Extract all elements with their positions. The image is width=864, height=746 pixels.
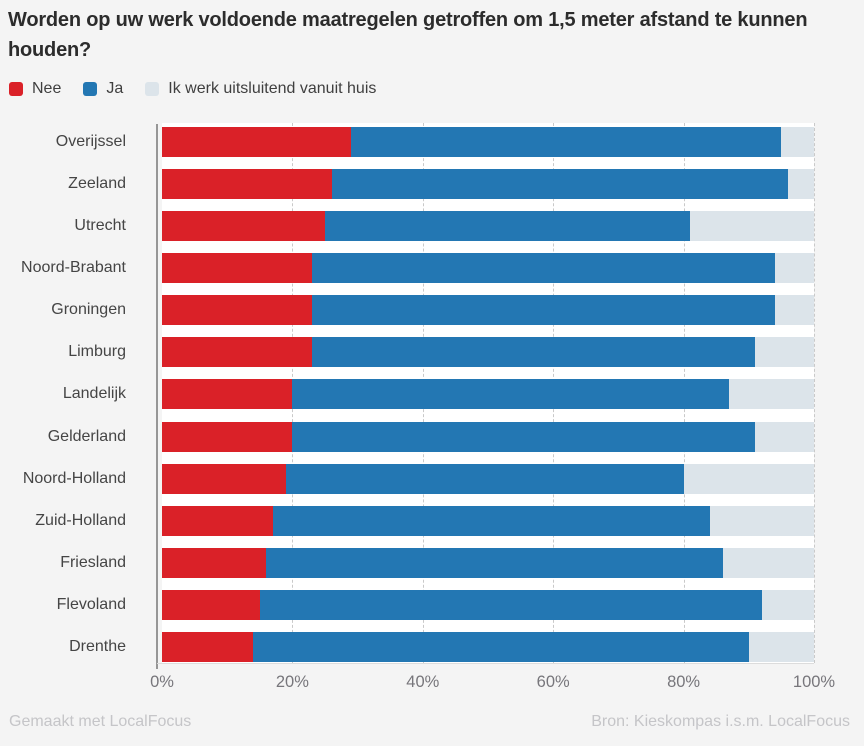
bar-segment-huis: [755, 337, 814, 368]
bar-row-flevoland: [162, 589, 814, 620]
bar-row-drenthe: [162, 631, 814, 662]
x-axis: 0% 20% 40% 60% 80% 100%: [150, 673, 835, 693]
bar-segment-huis: [690, 211, 814, 242]
bar-segment-nee: [162, 631, 254, 662]
bar-segment-huis: [755, 421, 814, 452]
bar-segment-nee: [162, 421, 293, 452]
bar-segment-ja: [311, 295, 775, 326]
bar-segment-nee: [162, 547, 267, 578]
bar-segment-huis: [774, 253, 814, 284]
category-label: Landelijk: [62, 385, 126, 403]
bar-segment-nee: [162, 127, 352, 157]
bar-row-landelijk: [162, 379, 814, 410]
bar-segment-huis: [774, 295, 814, 326]
bar-segment-huis: [787, 169, 814, 200]
bar-segment-nee: [162, 253, 312, 284]
bar-segment-nee: [162, 463, 286, 494]
bar-segment-huis: [729, 379, 814, 410]
bar-rows: [162, 127, 814, 662]
bar-segment-ja: [259, 589, 762, 620]
bar-segment-nee: [162, 169, 332, 200]
bar-segment-huis: [709, 505, 814, 536]
bar-segment-huis: [748, 631, 814, 662]
bar-row-utrecht: [162, 211, 814, 242]
legend-swatch-nee: [9, 82, 23, 96]
category-label: Gelderland: [47, 427, 126, 445]
bar-segment-nee: [162, 295, 312, 326]
x-axis-tick-label: 60%: [536, 673, 570, 691]
chart-title: Worden op uw werk voldoende maatregelen …: [8, 9, 808, 61]
bar-row-gelderland: [162, 421, 814, 452]
bar-segment-ja: [266, 547, 723, 578]
bar-segment-nee: [162, 379, 293, 410]
category-label: Utrecht: [74, 217, 126, 235]
bar-row-friesland: [162, 547, 814, 578]
bar-segment-ja: [311, 253, 775, 284]
bar-row-overijssel: [162, 127, 814, 157]
legend-label: Ja: [106, 80, 124, 97]
x-axis-tick-label: 0%: [150, 673, 174, 691]
category-label: Zuid-Holland: [35, 511, 126, 529]
bar-row-groningen: [162, 295, 814, 326]
bar-segment-ja: [253, 631, 749, 662]
bar-row-zeeland: [162, 169, 814, 200]
gridline-100: [814, 123, 815, 663]
footer-source: Bron: Kieskompas i.s.m. LocalFocus: [591, 713, 850, 730]
bar-segment-nee: [162, 211, 325, 242]
category-label: Limburg: [68, 343, 126, 361]
category-label: Flevoland: [56, 595, 126, 613]
y-axis-line: [156, 124, 158, 669]
bar-segment-huis: [683, 463, 814, 494]
legend-swatch-huis: [145, 82, 160, 96]
bar-row-noord-brabant: [162, 253, 814, 284]
bar-segment-nee: [162, 589, 260, 620]
category-label: Overijssel: [55, 133, 126, 150]
bar-segment-ja: [292, 379, 730, 410]
category-label: Zeeland: [68, 175, 126, 193]
bar-segment-nee: [162, 337, 312, 368]
x-axis-tick-label: 40%: [406, 673, 440, 691]
bar-segment-huis: [761, 589, 814, 620]
bar-segment-ja: [292, 421, 756, 452]
bar-row-zuid-holland: [162, 505, 814, 536]
bar-row-limburg: [162, 337, 814, 368]
legend-label: Ik werk uitsluitend vanuit huis: [168, 80, 377, 97]
bar-segment-huis: [722, 547, 814, 578]
category-label: Noord-Brabant: [21, 259, 126, 277]
category-axis: Overijssel Zeeland Utrecht Noord-Brabant Gro…: [0, 127, 126, 662]
footer-credit: Gemaakt met LocalFocus: [9, 713, 192, 730]
bar-segment-huis: [781, 127, 814, 157]
bar-segment-ja: [331, 169, 788, 200]
x-axis-tick-label: 100%: [792, 673, 836, 691]
bar-segment-ja: [325, 211, 691, 242]
x-axis-tick-label: 80%: [667, 673, 701, 691]
category-label: Drenthe: [69, 637, 126, 655]
bar-segment-ja: [311, 337, 756, 368]
category-label: Noord-Holland: [22, 469, 126, 487]
bar-segment-nee: [162, 505, 273, 536]
legend-label: Nee: [32, 80, 62, 97]
bar-segment-ja: [351, 127, 782, 157]
category-label: Groningen: [51, 301, 126, 319]
legend-item-nee[interactable]: Nee: [9, 80, 61, 98]
bar-segment-ja: [285, 463, 684, 494]
legend: Nee Ja Ik werk uitsluitend vanuit huis: [9, 80, 376, 98]
category-label: Friesland: [60, 553, 126, 571]
legend-item-ja[interactable]: Ja: [83, 80, 123, 98]
legend-item-huis[interactable]: Ik werk uitsluitend vanuit huis: [145, 80, 376, 98]
legend-swatch-ja: [83, 82, 98, 96]
x-axis-line: [157, 663, 814, 664]
bar-row-noord-holland: [162, 463, 814, 494]
x-axis-tick-label: 20%: [275, 673, 309, 691]
bar-segment-ja: [272, 505, 710, 536]
